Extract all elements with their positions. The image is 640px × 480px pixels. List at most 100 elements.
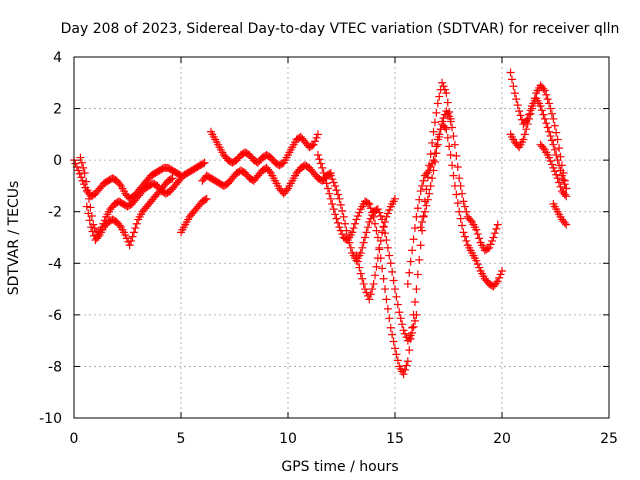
data-point-marker xyxy=(547,136,556,145)
data-point-marker xyxy=(368,285,377,294)
data-point-marker xyxy=(127,236,136,245)
data-point-marker xyxy=(386,259,395,268)
data-point-marker xyxy=(383,209,392,218)
data-point-marker xyxy=(432,149,441,158)
y-tick-label: 0 xyxy=(53,153,62,169)
y-axis-label: SDTVAR / TECUs xyxy=(6,181,22,296)
data-point-marker xyxy=(405,268,414,277)
data-point-marker xyxy=(71,159,80,168)
data-point-marker xyxy=(506,68,515,77)
data-point-marker xyxy=(537,106,546,115)
data-point-marker xyxy=(458,221,467,230)
data-point-marker xyxy=(429,127,438,136)
data-point-marker xyxy=(200,158,209,167)
data-point-marker xyxy=(396,314,405,323)
data-point-marker xyxy=(556,182,565,191)
data-point-marker xyxy=(443,133,452,142)
data-point-marker xyxy=(355,208,364,217)
data-point-marker xyxy=(316,159,325,168)
data-point-marker xyxy=(448,123,457,132)
y-tick-label: -2 xyxy=(48,205,62,221)
data-point-marker xyxy=(392,292,401,301)
x-tick-label: 5 xyxy=(177,431,186,447)
data-point-marker xyxy=(456,214,465,223)
data-point-marker xyxy=(409,310,418,319)
data-point-marker xyxy=(475,263,484,272)
data-point-marker xyxy=(473,230,482,239)
data-point-marker xyxy=(560,176,569,185)
data-point-marker xyxy=(550,121,559,130)
data-point-marker xyxy=(562,220,571,229)
data-point-marker xyxy=(413,270,422,279)
data-point-marker xyxy=(473,260,482,269)
data-point-marker xyxy=(282,186,291,195)
data-point-marker xyxy=(386,323,395,332)
data-point-marker xyxy=(373,205,382,214)
data-point-marker xyxy=(419,176,428,185)
data-point-marker xyxy=(389,276,398,285)
data-point-marker xyxy=(373,254,382,263)
data-point-marker xyxy=(383,304,392,313)
data-point-marker xyxy=(435,132,444,141)
data-point-marker xyxy=(526,109,535,118)
data-point-marker xyxy=(440,123,449,132)
data-point-marker xyxy=(452,151,461,160)
data-point-marker xyxy=(546,157,555,166)
data-point-marker xyxy=(510,89,519,98)
data-point-marker xyxy=(539,84,548,93)
data-point-marker xyxy=(378,228,387,237)
data-point-marker xyxy=(453,163,462,172)
x-tick-label: 15 xyxy=(386,431,404,447)
data-point-marker xyxy=(429,166,438,175)
data-point-marker xyxy=(415,255,424,264)
data-point-marker xyxy=(513,101,522,110)
data-point-marker xyxy=(348,228,357,237)
data-point-marker xyxy=(423,168,432,177)
data-point-marker xyxy=(405,346,414,355)
data-point-marker xyxy=(430,118,439,127)
data-point-marker xyxy=(520,130,529,139)
data-point-marker xyxy=(475,234,484,243)
data-point-marker xyxy=(449,171,458,180)
data-point-marker xyxy=(462,236,471,245)
data-point-marker xyxy=(459,197,468,206)
data-point-marker xyxy=(115,180,124,189)
data-point-marker xyxy=(201,195,210,204)
data-point-marker xyxy=(409,235,418,244)
data-point-marker xyxy=(393,300,402,309)
data-point-marker xyxy=(87,223,96,232)
y-tick-label: -6 xyxy=(48,308,62,324)
data-point-marker xyxy=(383,243,392,252)
data-point-marker xyxy=(515,107,524,116)
data-point-marker xyxy=(129,228,138,237)
data-point-marker xyxy=(409,322,418,331)
data-point-marker xyxy=(422,185,431,194)
data-point-marker xyxy=(308,141,317,150)
data-point-marker xyxy=(335,194,344,203)
data-point-marker xyxy=(423,195,432,204)
data-point-marker xyxy=(440,85,449,94)
data-point-marker xyxy=(425,189,434,198)
data-point-marker xyxy=(446,114,455,123)
x-tick-label: 25 xyxy=(600,431,618,447)
data-point-marker xyxy=(325,189,334,198)
data-point-marker xyxy=(439,82,448,91)
plot-frame xyxy=(73,56,610,419)
data-point-marker xyxy=(432,142,441,151)
data-point-marker xyxy=(550,145,559,154)
data-point-marker xyxy=(418,226,427,235)
data-point-marker xyxy=(418,218,427,227)
data-point-marker xyxy=(381,218,390,227)
data-point-marker xyxy=(379,274,388,283)
y-tick-label: -4 xyxy=(48,256,62,272)
data-point-marker xyxy=(428,138,437,147)
data-point-marker xyxy=(560,218,569,227)
data-point-marker xyxy=(446,150,455,159)
data-point-marker xyxy=(391,344,399,353)
data-point-marker xyxy=(498,267,506,276)
data-point-marker xyxy=(80,169,89,178)
data-point-marker xyxy=(363,223,372,232)
x-axis-label: GPS time / hours xyxy=(281,459,398,475)
data-point-marker xyxy=(332,214,341,223)
data-point-marker xyxy=(323,184,332,193)
